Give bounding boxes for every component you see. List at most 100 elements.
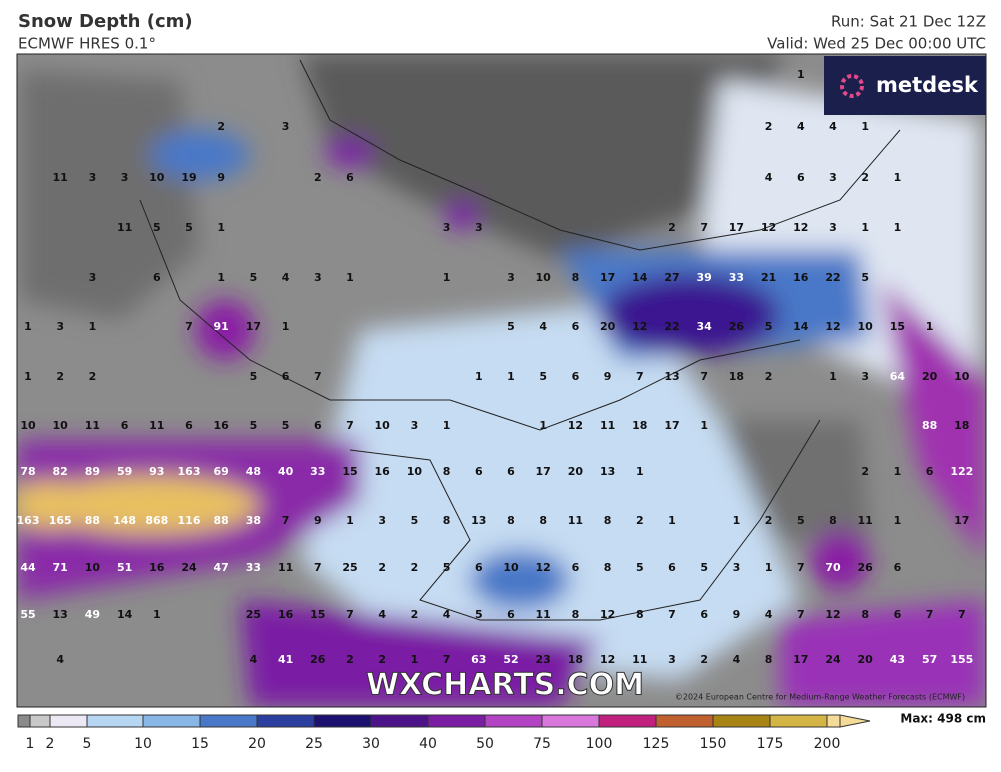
snow-value: 11 [632,653,647,666]
snow-value: 6 [926,465,934,478]
snow-value: 10 [375,419,391,432]
legend-swatch [713,715,770,727]
snow-value: 16 [793,271,809,284]
legend-label: 175 [757,736,784,752]
snow-value: 5 [797,514,805,527]
snow-value: 5 [250,419,258,432]
snow-value: 1 [829,370,837,383]
snow-value: 163 [17,514,40,527]
snow-value: 7 [346,419,354,432]
snow-value: 5 [185,221,193,234]
snow-value: 5 [636,561,644,574]
snow-value: 1 [346,271,354,284]
snow-value: 8 [604,514,612,527]
snow-value: 17 [793,653,808,666]
snow-value: 17 [600,271,615,284]
snow-value: 11 [600,419,615,432]
snow-value: 17 [246,320,261,333]
snow-value: 21 [761,271,776,284]
snow-value: 3 [121,171,129,184]
snow-value: 18 [729,370,744,383]
snow-value: 3 [829,221,837,234]
snow-value: 10 [85,561,101,574]
snow-value: 2 [411,608,419,621]
snow-value: 8 [443,465,451,478]
snow-value: 5 [475,608,483,621]
snow-value: 63 [471,653,486,666]
snow-value: 6 [282,370,290,383]
snow-value: 13 [53,608,68,621]
snow-value: 24 [825,653,841,666]
snow-value: 2 [314,171,322,184]
snow-values: 12 3 2 4 4 111 3 3 10 19 9 2 6 4 6 3 2 111 5 5 1 3 3 2 7 17 12 12 3 1… [17,68,973,666]
snow-value: 17 [664,419,679,432]
snow-value: 17 [729,221,744,234]
snow-value: 10 [53,419,69,432]
snow-value: 11 [536,608,551,621]
legend-swatch [143,715,200,727]
snow-value: 57 [922,653,937,666]
snow-value: 12 [793,221,808,234]
snow-value: 18 [954,419,969,432]
snow-value: 18 [568,653,583,666]
snow-value: 6 [894,608,902,621]
copyright: ©2024 European Centre for Medium-Range W… [675,693,965,702]
snow-value: 12 [825,320,840,333]
snow-value: 22 [825,271,840,284]
snow-value: 1 [217,271,225,284]
snow-value: 3 [443,221,451,234]
snow-value: 89 [85,465,100,478]
snow-value: 3 [668,653,676,666]
snow-value: 20 [568,465,584,478]
legend-swatch [770,715,827,727]
snow-value: 8 [604,561,612,574]
snow-value: 165 [49,514,72,527]
snow-value: 6 [121,419,129,432]
snow-value: 4 [250,653,258,666]
snow-value: 7 [443,653,451,666]
snow-value: 6 [572,320,580,333]
snow-value: 3 [829,171,837,184]
legend-label: 30 [362,736,380,752]
snow-value: 2 [765,370,773,383]
snow-value: 47 [214,561,229,574]
legend-label: 5 [83,736,92,752]
snow-value: 1 [217,221,225,234]
legend-swatch [542,715,599,727]
snow-value: 1 [24,370,32,383]
legend-label: 20 [248,736,266,752]
snow-value: 1 [894,465,902,478]
snow-value: 16 [375,465,391,478]
snow-value: 1 [89,320,97,333]
snow-value: 1 [765,561,773,574]
snow-value: 5 [861,271,869,284]
snow-value: 7 [185,320,193,333]
snow-value: 6 [475,561,483,574]
snow-value: 7 [636,370,644,383]
snow-value: 10 [858,320,874,333]
snow-value: 14 [632,271,648,284]
legend-swatch [87,715,143,727]
snow-value: 5 [700,561,708,574]
snow-value: 8 [861,608,869,621]
snow-value: 1 [507,370,515,383]
max-label: Max: 498 cm [900,712,986,726]
snow-value: 4 [765,171,773,184]
snow-value: 4 [378,608,386,621]
snow-value: 12 [761,221,776,234]
snow-value: 48 [246,465,261,478]
snow-value: 7 [314,561,322,574]
snow-value: 71 [53,561,68,574]
snow-value: 7 [314,370,322,383]
snow-value: 7 [346,608,354,621]
snow-value: 33 [729,271,744,284]
snow-value: 4 [282,271,290,284]
legend-swatch [599,715,656,727]
legend-swatch [827,715,840,727]
legend-label: 10 [134,736,152,752]
snow-value: 13 [664,370,679,383]
legend-label: 40 [419,736,437,752]
snow-value: 12 [600,608,615,621]
legend-swatch [200,715,257,727]
snow-value: 1 [636,465,644,478]
